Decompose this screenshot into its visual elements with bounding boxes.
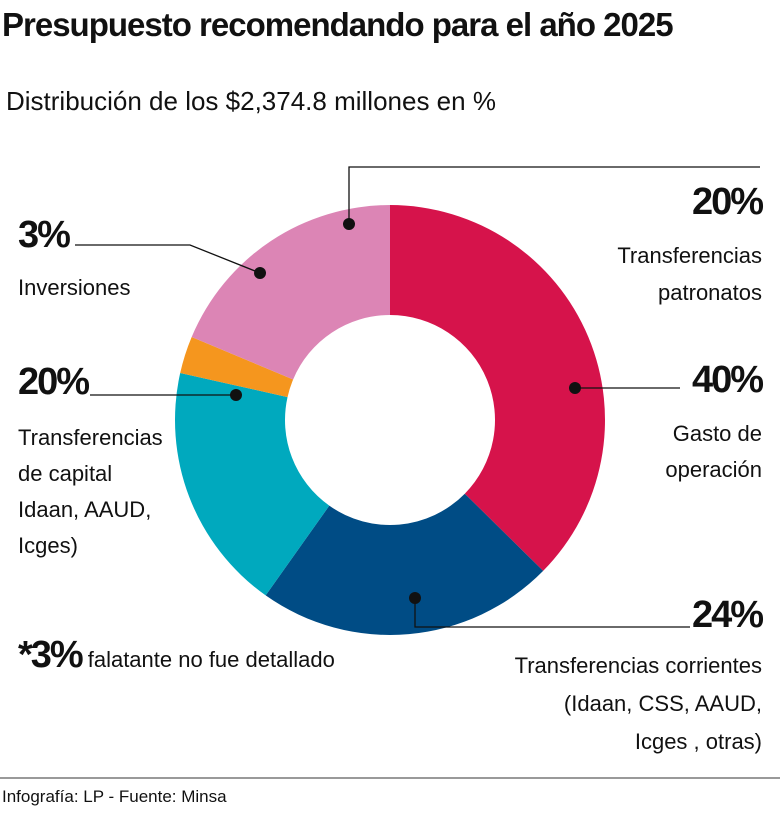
leader-line bbox=[414, 598, 690, 628]
value-label: 24% bbox=[692, 594, 763, 636]
category-label: Transferencias bbox=[617, 243, 762, 268]
category-label: Icges , otras) bbox=[635, 729, 762, 754]
leader-dot bbox=[409, 592, 421, 604]
leader-line bbox=[75, 244, 261, 274]
value-label: 20% bbox=[692, 181, 763, 223]
footnote-text: falatante no fue detallado bbox=[88, 647, 335, 672]
donut bbox=[175, 205, 605, 635]
category-label: patronatos bbox=[658, 280, 762, 305]
category-label: Icges) bbox=[18, 533, 78, 558]
leader-dot bbox=[230, 389, 242, 401]
leader-line bbox=[348, 166, 760, 224]
slice bbox=[265, 493, 544, 635]
slice bbox=[175, 373, 330, 596]
leader-dot bbox=[343, 218, 355, 230]
footnote: *3% falatante no fue detallado bbox=[18, 634, 335, 676]
leader-dot bbox=[569, 382, 581, 394]
footnote-mark: *3% bbox=[18, 634, 83, 676]
leader-dot bbox=[254, 267, 266, 279]
category-label: Idaan, AAUD, bbox=[18, 497, 151, 522]
value-label: 40% bbox=[692, 359, 763, 401]
category-label: Gasto de bbox=[673, 421, 762, 446]
labels: 40% Gasto de operación 24% Transferencias co… bbox=[18, 166, 765, 754]
slice bbox=[390, 205, 605, 571]
category-label: Transferencias bbox=[18, 425, 163, 450]
chart-title: Presupuesto recomendando para el año 202… bbox=[2, 6, 673, 43]
category-label: operación bbox=[665, 457, 762, 482]
value-label: 3% bbox=[18, 214, 70, 256]
chart-subtitle: Distribución de los $2,374.8 millones en… bbox=[6, 86, 496, 116]
slice bbox=[180, 336, 294, 398]
category-label: (Idaan, CSS, AAUD, bbox=[564, 691, 762, 716]
category-label: de capital bbox=[18, 461, 112, 486]
value-label: 20% bbox=[18, 361, 89, 403]
source: Infografía: LP - Fuente: Minsa bbox=[2, 787, 227, 806]
slice bbox=[191, 205, 390, 380]
category-label: Inversiones bbox=[18, 275, 131, 300]
category-label: Transferencias corrientes bbox=[515, 653, 762, 678]
